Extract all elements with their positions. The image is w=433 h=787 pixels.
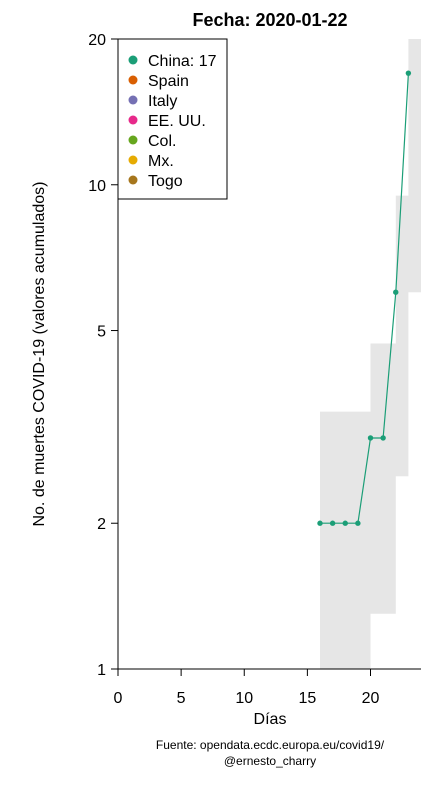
y-tick-label: 5 xyxy=(97,324,106,341)
data-point xyxy=(342,520,348,526)
legend-marker xyxy=(128,95,138,105)
y-tick-label: 10 xyxy=(88,178,106,195)
legend-marker xyxy=(128,75,138,85)
legend-label: Spain xyxy=(148,73,189,90)
legend-marker xyxy=(128,135,138,145)
legend-marker xyxy=(128,55,138,65)
legend-label: Italy xyxy=(148,93,177,110)
x-axis-title: Días xyxy=(254,711,287,728)
source-caption: Fuente: opendata.ecdc.europa.eu/covid19/ xyxy=(156,738,385,752)
legend-label: Togo xyxy=(148,173,183,190)
x-tick-label: 10 xyxy=(235,690,253,707)
author-caption: @ernesto_charry xyxy=(224,754,316,768)
x-tick-label: 15 xyxy=(298,690,316,707)
data-point xyxy=(405,70,412,76)
data-point xyxy=(355,520,361,526)
legend-label: EE. UU. xyxy=(148,113,206,130)
axes: 1 2 5 10 20 0 5 10 15 20 xyxy=(88,32,421,707)
legend-marker xyxy=(128,115,138,125)
confidence-band-layer xyxy=(320,39,421,669)
legend: China: 17 Spain Italy EE. UU. Col. Mx. Togo xyxy=(117,38,228,200)
data-point xyxy=(367,435,374,441)
y-tick-label: 2 xyxy=(97,516,106,533)
y-tick-label: 20 xyxy=(88,32,106,49)
legend-marker xyxy=(128,175,138,185)
chart-title: Fecha: 2020-01-22 xyxy=(192,10,347,30)
x-tick-label: 20 xyxy=(362,690,380,707)
legend-label: Col. xyxy=(148,133,176,150)
confidence-band xyxy=(320,39,421,669)
legend-items: China: 17 Spain Italy EE. UU. Col. Mx. Togo xyxy=(128,53,217,190)
y-axis-title: No. de muertes COVID-19 (valores acumula… xyxy=(31,181,48,526)
data-point xyxy=(329,520,336,526)
x-tick-label: 5 xyxy=(177,690,186,707)
data-point xyxy=(393,289,399,295)
legend-label: Mx. xyxy=(148,153,174,170)
legend-marker xyxy=(128,155,138,165)
x-tick-label: 0 xyxy=(114,690,123,707)
data-point xyxy=(380,435,386,441)
y-tick-label: 1 xyxy=(97,662,106,679)
series-layer xyxy=(317,70,412,526)
legend-label: China: 17 xyxy=(148,53,217,70)
data-point xyxy=(317,520,323,526)
